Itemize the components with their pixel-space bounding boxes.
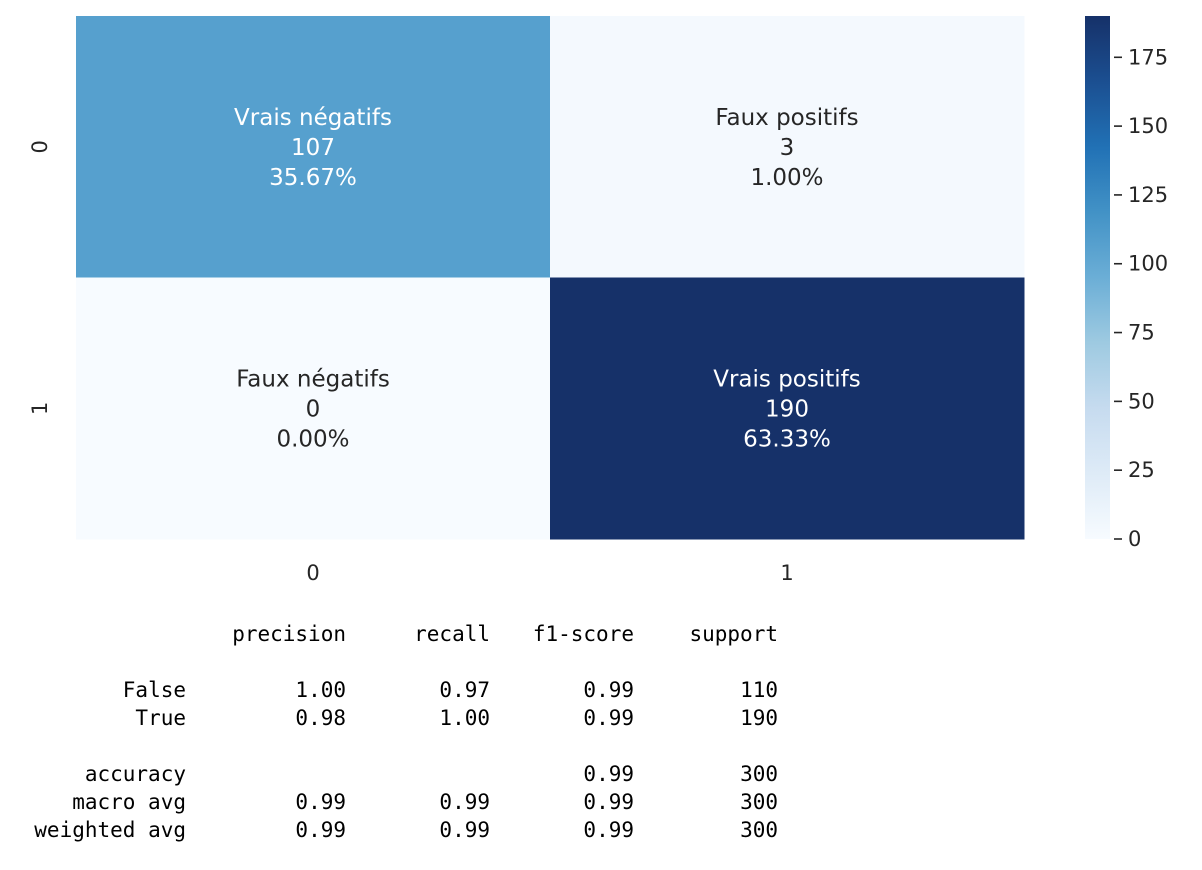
report-f1-score: 0.99 [583,790,634,814]
report-header: support [689,622,778,646]
heatmap-cells: Vrais négatifs 107 35.67% Faux positifs 3 1.0… [76,16,1025,540]
report-row-label: macro avg [72,790,186,814]
cell-count-label: 3 [780,135,795,161]
colorbar-tick-label: 150 [1128,114,1168,138]
heatmap-cell-fill [550,277,1025,540]
cell-percent-label: 63.33% [743,426,831,452]
report-header: recall [414,622,490,646]
heatmap-cell-fill [76,16,551,278]
report-precision: 0.99 [295,790,346,814]
cell-group-label: Vrais positifs [713,366,861,392]
classification-report: precision recall f1-score support False 1.00 0… [0,620,1202,860]
report-f1-score: 0.99 [583,762,634,786]
report-support: 300 [740,818,778,842]
cell-percent-label: 0.00% [276,426,349,452]
report-recall: 0.99 [439,790,490,814]
report-support: 190 [740,706,778,730]
colorbar-tick: 25 [1114,458,1155,482]
cell-count-label: 0 [306,396,321,422]
colorbar-tick-label: 175 [1128,45,1168,69]
heatmap-cell-fill [76,277,551,540]
colorbar-tick-label: 100 [1128,252,1168,276]
heatmap-cell: Vrais négatifs 107 35.67% [76,16,551,278]
heatmap-cell: Faux négatifs 0 0.00% [76,277,551,540]
colorbar-tick-label: 50 [1128,389,1155,413]
colorbar-tick: 75 [1114,321,1155,345]
heatmap-axis-ticks: 0 1 0 1 [28,140,794,585]
report-f1-score: 0.99 [583,678,634,702]
report-recall: 1.00 [439,706,490,730]
colorbar-tick-label: 125 [1128,183,1168,207]
report-support: 300 [740,762,778,786]
y-tick-label: 0 [28,140,52,153]
cell-percent-label: 35.67% [269,165,357,191]
colorbar [1085,16,1110,539]
colorbar-ticks: 0 25 50 75 100 125 150 175 [1114,45,1168,551]
colorbar-tick-label: 75 [1128,321,1155,345]
report-row-label: accuracy [84,762,186,786]
cell-group-label: Vrais négatifs [234,105,392,131]
report-precision: 0.98 [295,706,346,730]
report-row-label: True [135,706,186,730]
x-tick-label: 0 [306,561,319,585]
colorbar-tick-label: 25 [1128,458,1155,482]
report-support: 300 [740,790,778,814]
colorbar-tick: 50 [1114,389,1155,413]
colorbar-tick: 150 [1114,114,1168,138]
report-header: f1-score [532,622,634,646]
report-row-label: False [122,678,186,702]
report-precision: 0.99 [295,818,346,842]
report-support: 110 [740,678,778,702]
colorbar-tick: 175 [1114,45,1168,69]
report-f1-score: 0.99 [583,818,634,842]
heatmap-cell: Vrais positifs 190 63.33% [550,277,1025,540]
cell-percent-label: 1.00% [750,165,823,191]
report-recall: 0.97 [439,678,490,702]
colorbar-tick-label: 0 [1128,527,1141,551]
report-precision: 1.00 [295,678,346,702]
report-header: precision [232,622,346,646]
report-recall: 0.99 [439,818,490,842]
heatmap-cell: Faux positifs 3 1.00% [550,16,1025,278]
cell-group-label: Faux négatifs [236,366,390,392]
colorbar-tick: 100 [1114,252,1168,276]
cell-count-label: 190 [765,396,809,422]
report-row-label: weighted avg [34,818,186,842]
heatmap-cell-fill [550,16,1025,278]
y-tick-label: 1 [28,402,52,415]
colorbar-tick: 125 [1114,183,1168,207]
cell-count-label: 107 [291,135,335,161]
cell-group-label: Faux positifs [715,105,858,131]
confusion-matrix-heatmap: Vrais négatifs 107 35.67% Faux positifs 3 1.0… [28,16,1168,585]
report-f1-score: 0.99 [583,706,634,730]
x-tick-label: 1 [780,561,793,585]
colorbar-tick: 0 [1114,527,1141,551]
